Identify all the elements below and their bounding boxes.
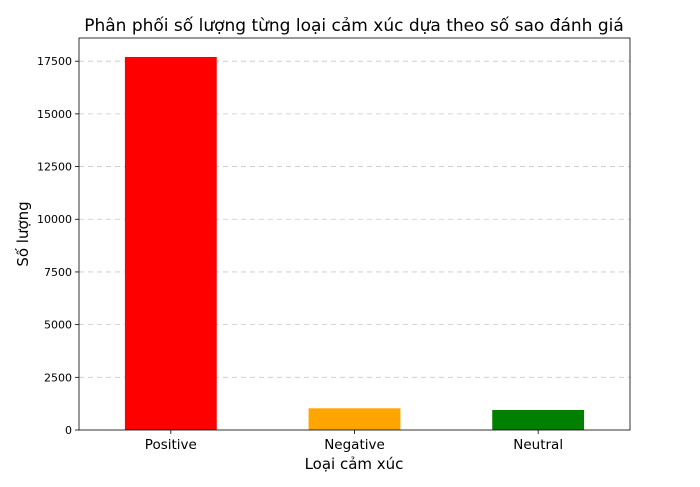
chart-title: Phân phối số lượng từng loại cảm xúc dựa…	[84, 15, 624, 36]
y-axis-label: Số lượng	[14, 201, 32, 266]
bar-neutral	[492, 409, 585, 430]
bar-negative	[308, 408, 401, 430]
x-tick-label-positive: Positive	[145, 437, 197, 453]
y-tick-label: 0	[65, 424, 72, 437]
bars	[124, 56, 585, 430]
bar-positive	[124, 56, 217, 430]
y-tick-label: 2500	[44, 371, 72, 384]
y-tick-label: 10000	[37, 213, 72, 226]
y-tick-label: 7500	[44, 266, 72, 279]
x-tick-label-neutral: Neutral	[513, 437, 563, 453]
y-tick-label: 5000	[44, 319, 72, 332]
x-axis-ticks: Positive Negative Neutral	[145, 430, 563, 453]
y-tick-label: 12500	[37, 161, 72, 174]
y-axis-ticks: 0 2500 5000 7500 10000 12500 15000 17500	[37, 55, 79, 437]
x-axis-label: Loại cảm xúc	[305, 455, 404, 473]
x-tick-label-negative: Negative	[324, 437, 385, 453]
y-tick-label: 17500	[37, 55, 72, 68]
y-tick-label: 15000	[37, 108, 72, 121]
